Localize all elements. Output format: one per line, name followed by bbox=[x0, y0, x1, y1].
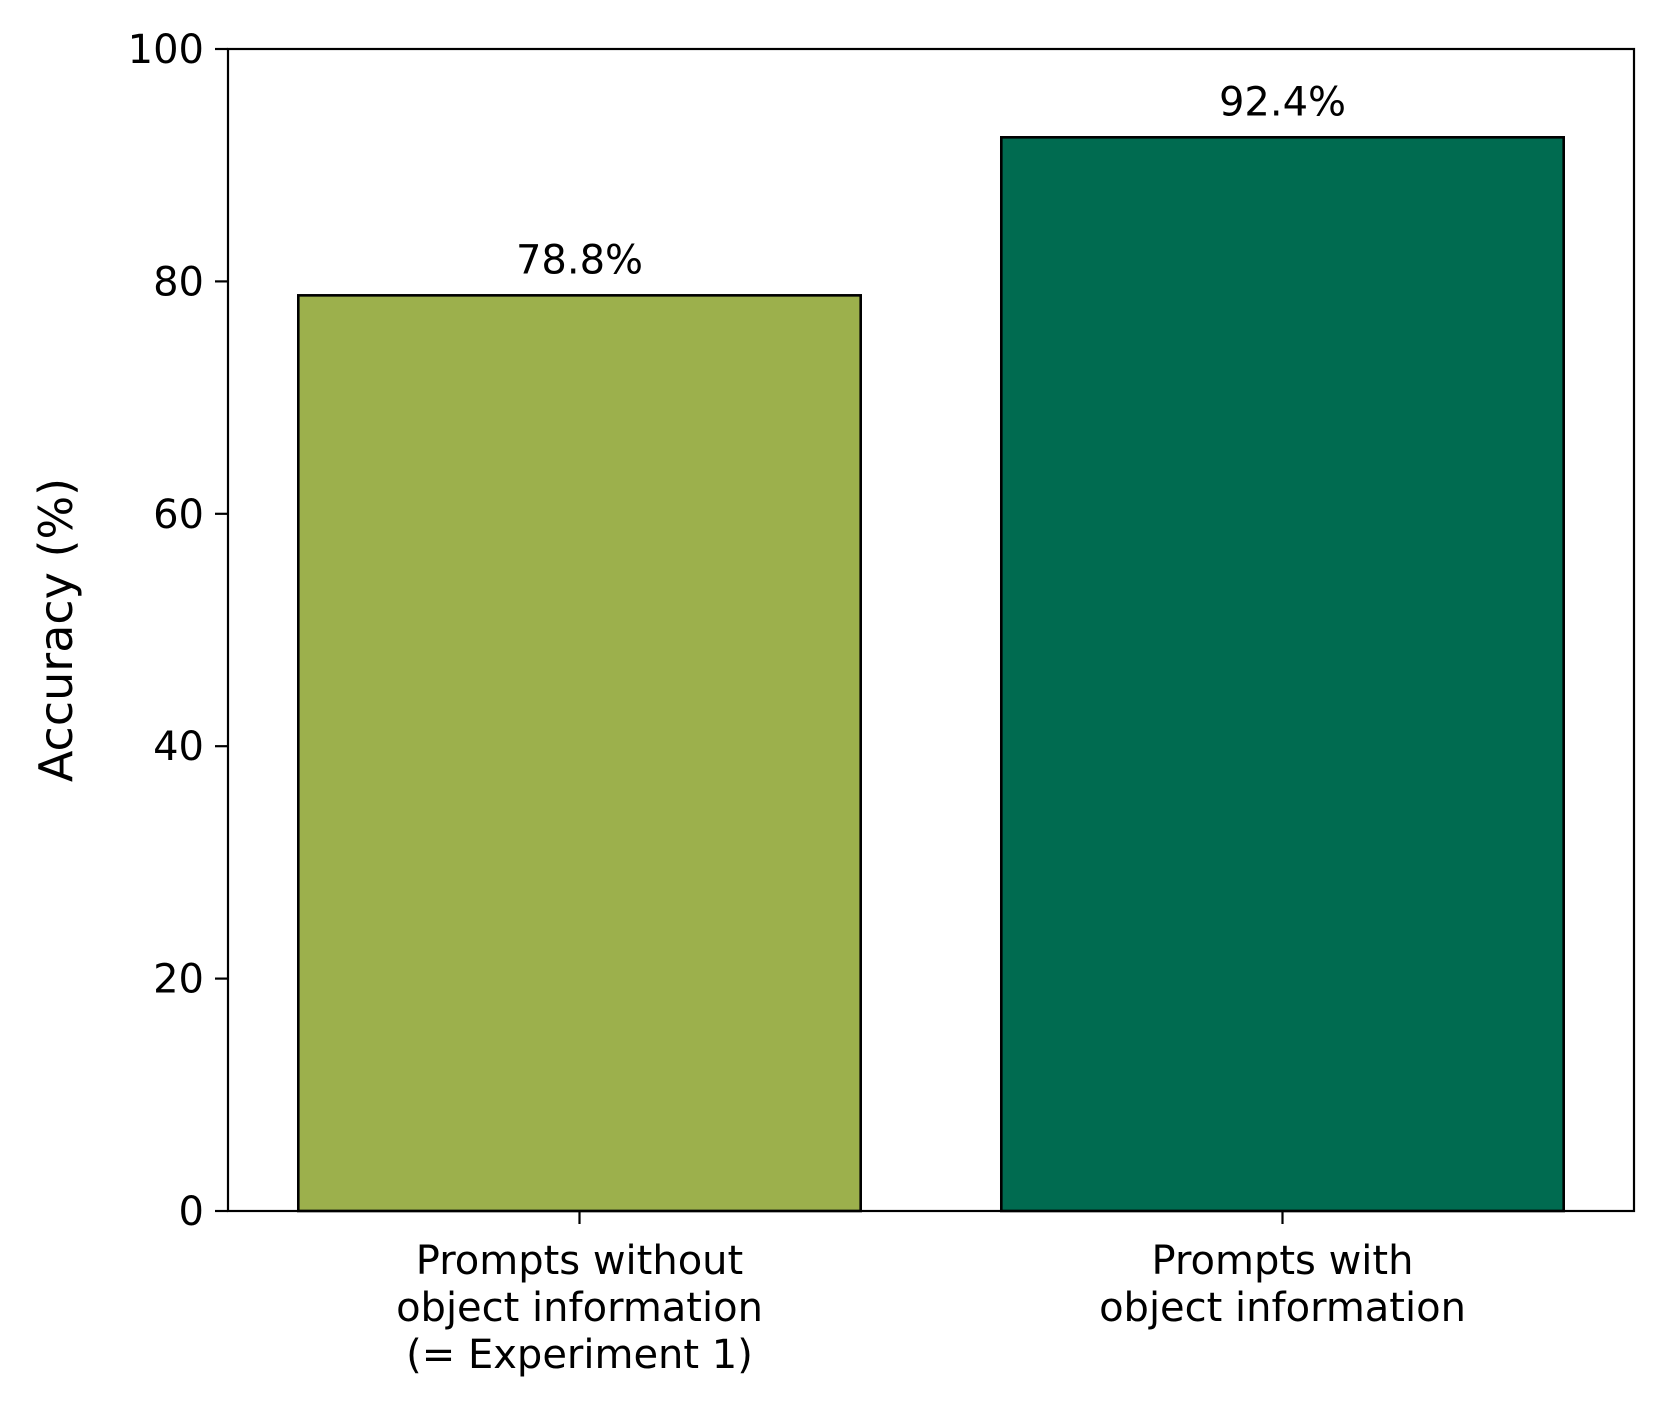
x-tick-label-1-line-1: object information bbox=[1099, 1285, 1466, 1331]
value-labels-group: 78.8% 92.4% bbox=[516, 79, 1346, 283]
x-tick-label-1-line-0: Prompts with bbox=[1152, 1238, 1414, 1284]
x-tick-label-1: Prompts with object information bbox=[1099, 1238, 1466, 1331]
x-tick-label-0: Prompts without object information (= Expe… bbox=[396, 1238, 763, 1378]
x-tick-label-0-line-2: (= Experiment 1) bbox=[406, 1332, 753, 1378]
y-tick-label-5: 100 bbox=[128, 27, 204, 73]
y-axis-label: Accuracy (%) bbox=[29, 478, 83, 782]
x-tick-label-0-line-0: Prompts without bbox=[416, 1238, 743, 1284]
bar-0 bbox=[296, 294, 863, 1213]
x-tick-label-0-line-1: object information bbox=[396, 1285, 763, 1331]
y-tick-label-1: 20 bbox=[153, 957, 204, 1003]
y-tick-label-4: 80 bbox=[153, 259, 204, 305]
plot-frame bbox=[226, 47, 1636, 1213]
value-label-1: 92.4% bbox=[1219, 79, 1346, 125]
bar-1 bbox=[999, 136, 1566, 1213]
y-axis: 0 20 40 60 80 100 bbox=[128, 27, 228, 1235]
value-label-0: 78.8% bbox=[516, 237, 643, 283]
x-axis: Prompts without object information (= Expe… bbox=[396, 1211, 1466, 1378]
y-tick-label-0: 0 bbox=[179, 1189, 204, 1235]
y-tick-label-2: 40 bbox=[153, 724, 204, 770]
y-tick-label-3: 60 bbox=[153, 492, 204, 538]
bars-group bbox=[296, 136, 1566, 1213]
